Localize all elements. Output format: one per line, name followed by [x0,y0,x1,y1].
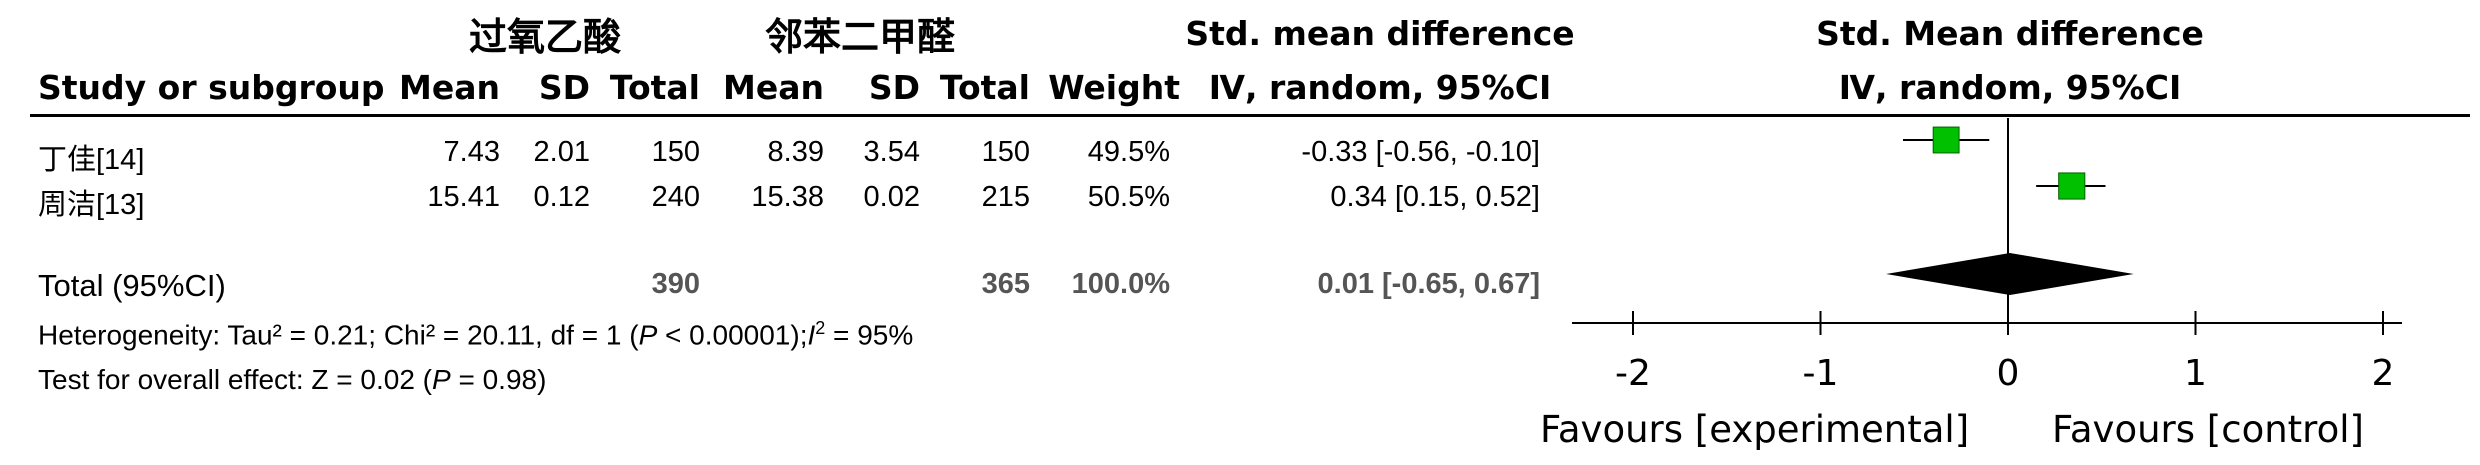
sd-2: 3.54 [863,136,920,168]
study-name: 丁佳[14] [38,144,145,176]
mean-1: 7.43 [443,136,500,168]
sd-1: 2.01 [533,136,590,168]
x-tick-label: -1 [1803,353,1839,394]
favours-left: Favours [experimental] [1540,408,1970,451]
total-count-2: 365 [981,268,1030,300]
total-effect-ci: 0.01 [-0.65, 0.67] [1317,268,1540,300]
sd-1: 0.12 [533,181,590,213]
study-marker [2058,172,2086,200]
col-mean-1: Mean [399,68,500,107]
header-divider [30,114,2470,117]
col-sd-1: SD [538,68,590,107]
mean-1: 15.41 [427,181,500,213]
col-total-2: Total [939,68,1030,107]
total-2: 150 [981,136,1030,168]
col-weight: Weight [1048,68,1180,107]
mean-2: 8.39 [767,136,824,168]
mean-2: 15.38 [751,181,824,213]
col-study: Study or subgroup [38,68,385,107]
col-effect-method: Ⅳ, random, 95%CI [1208,68,1552,107]
x-tick-label: 1 [2184,353,2207,394]
weight: 49.5% [1087,136,1170,168]
total-weight: 100.0% [1071,268,1170,300]
heterogeneity-note: Heterogeneity: Tau² = 0.21; Chi² = 20.11… [38,318,914,351]
sd-2: 0.02 [863,181,920,213]
effect-ci: -0.33 [-0.56, -0.10] [1301,136,1540,168]
total-2: 215 [981,181,1030,213]
total-1: 240 [651,181,700,213]
effect-title: Std. mean difference [1185,14,1575,53]
group-header-experimental: 过氧乙酸 [468,15,621,59]
study-marker [1932,126,1960,154]
col-mean-2: Mean [723,68,824,107]
group-header-control: 邻苯二甲醛 [764,15,955,59]
weight: 50.5% [1087,181,1170,213]
overall-effect-note: Test for overall effect: Z = 0.02 (P = 0… [38,364,547,395]
x-tick-label: 0 [1997,353,2020,394]
col-plot-method: Ⅳ, random, 95%CI [1838,68,2182,107]
col-sd-2: SD [868,68,920,107]
pooled-diamond [1886,253,2134,295]
x-tick-label: 2 [2372,353,2395,394]
col-total-1: Total [609,68,700,107]
total-label: Total (95%CI) [38,268,226,303]
x-tick-label: -2 [1615,353,1651,394]
total-count-1: 390 [651,268,700,300]
favours-right: Favours [control] [2052,408,2364,451]
study-name: 周洁[13] [38,189,145,221]
effect-ci: 0.34 [0.15, 0.52] [1330,181,1540,213]
plot-title: Std. Mean difference [1816,14,2204,53]
total-1: 150 [651,136,700,168]
